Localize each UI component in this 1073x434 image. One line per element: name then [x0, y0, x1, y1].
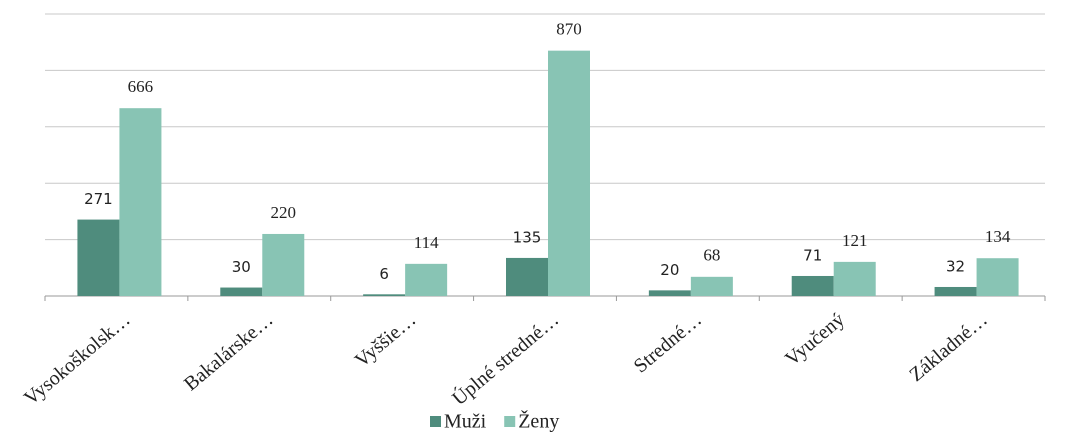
data-label: 666	[128, 77, 154, 96]
bar	[506, 257, 548, 296]
data-label: 32	[946, 257, 965, 275]
bar	[648, 290, 691, 296]
data-label: 121	[842, 231, 868, 250]
bar	[690, 276, 733, 296]
data-label: 134	[985, 227, 1011, 246]
bar	[548, 50, 590, 296]
data-label: 135	[513, 228, 542, 246]
data-label: 71	[803, 246, 822, 264]
bar	[119, 108, 162, 296]
x-tick-label: Vyučený	[781, 308, 849, 370]
x-tick-label: Vyššie…	[351, 308, 420, 371]
x-tick-label: Vysokoškolsk…	[20, 308, 135, 409]
bar	[976, 258, 1019, 296]
data-label: 30	[232, 258, 251, 276]
legend-swatch	[504, 416, 516, 427]
bar	[363, 294, 406, 296]
data-label: 6	[379, 265, 389, 283]
x-tick-label: Stredné…	[630, 308, 706, 377]
bar	[405, 263, 448, 296]
data-label: 20	[660, 261, 679, 279]
legend-label: Ženy	[518, 410, 559, 433]
data-label: 114	[414, 233, 439, 252]
bar	[833, 261, 876, 296]
data-label: 870	[556, 20, 582, 39]
data-label: 271	[84, 190, 113, 208]
bar	[791, 275, 834, 296]
x-tick-label: Bakalárske…	[180, 308, 278, 395]
legend-swatch	[430, 416, 441, 427]
data-label: 68	[703, 246, 720, 265]
x-tick-label: Úplné stredné…	[447, 307, 563, 410]
bar	[220, 287, 263, 296]
x-tick-label: Základné…	[905, 308, 991, 386]
bar	[934, 286, 977, 296]
legend-label: Muži	[444, 411, 487, 433]
data-label: 220	[271, 203, 297, 222]
bar	[77, 219, 120, 296]
bar	[262, 233, 305, 296]
